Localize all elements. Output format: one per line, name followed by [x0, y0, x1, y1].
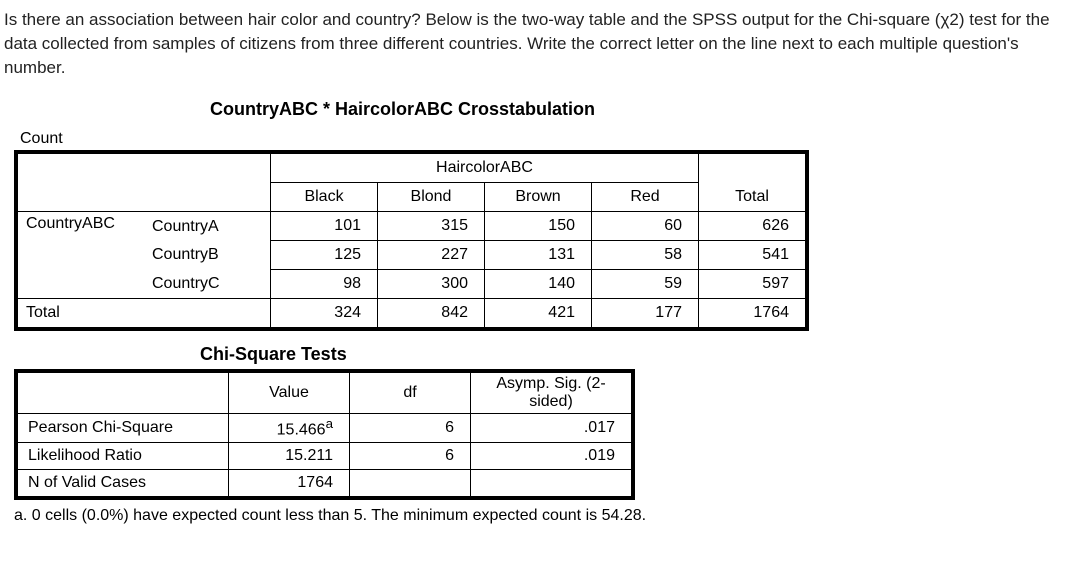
cell: 131: [485, 241, 592, 270]
grand-total: 1764: [699, 299, 806, 328]
count-label: Count: [20, 130, 1081, 148]
chi-title: Chi-Square Tests: [200, 344, 1081, 365]
crosstab-title: CountryABC * HaircolorABC Crosstabulatio…: [210, 99, 1081, 120]
crosstab-section: CountryABC * HaircolorABC Crosstabulatio…: [0, 99, 1081, 524]
col-total-val: 842: [378, 299, 485, 328]
col-total-val: 324: [271, 299, 378, 328]
row-total: 597: [699, 270, 806, 299]
cell: 101: [271, 212, 378, 241]
chi-h-sig: Asymp. Sig. (2-sided): [471, 373, 632, 414]
cell: 315: [378, 212, 485, 241]
chi-df: [350, 469, 471, 496]
crosstab-stub-blank: [18, 154, 145, 212]
chi-row-label: Likelihood Ratio: [18, 442, 229, 469]
chi-h-df: df: [350, 373, 471, 414]
chi-sig: .017: [471, 414, 632, 442]
chi-sig: .019: [471, 442, 632, 469]
cell: 140: [485, 270, 592, 299]
crosstab-colvar: HaircolorABC: [271, 154, 699, 183]
chi-sig: [471, 469, 632, 496]
chi-val: 15.211: [229, 442, 350, 469]
col-total-val: 177: [592, 299, 699, 328]
chi-footnote: a. 0 cells (0.0%) have expected count le…: [14, 507, 654, 525]
chi-val: 15.466a: [229, 414, 350, 442]
question-intro: Is there an association between hair col…: [0, 0, 1081, 89]
chi-df: 6: [350, 442, 471, 469]
total-row-label: Total: [18, 299, 271, 328]
cell: 227: [378, 241, 485, 270]
cell: 60: [592, 212, 699, 241]
chi-df: 6: [350, 414, 471, 442]
cell: 150: [485, 212, 592, 241]
col-red: Red: [592, 183, 699, 212]
cell: 125: [271, 241, 378, 270]
row-total: 541: [699, 241, 806, 270]
cell: 98: [271, 270, 378, 299]
chi-row-label: N of Valid Cases: [18, 469, 229, 496]
chi-row-label: Pearson Chi-Square: [18, 414, 229, 442]
crosstab-total-blank: [699, 154, 806, 183]
row-total: 626: [699, 212, 806, 241]
row-var: CountryABC: [18, 212, 145, 299]
col-total: Total: [699, 183, 806, 212]
crosstab-table: HaircolorABC Black Blond Brown Red Total…: [17, 153, 806, 328]
chi-square-table: Value df Asymp. Sig. (2-sided) Pearson C…: [17, 372, 632, 496]
col-blond: Blond: [378, 183, 485, 212]
chi-val: 1764: [229, 469, 350, 496]
cell: 300: [378, 270, 485, 299]
row-b-label: CountryB: [144, 241, 271, 270]
cell: 58: [592, 241, 699, 270]
row-c-label: CountryC: [144, 270, 271, 299]
col-total-val: 421: [485, 299, 592, 328]
crosstab-stub-blank2: [144, 154, 271, 212]
col-brown: Brown: [485, 183, 592, 212]
cell: 59: [592, 270, 699, 299]
chi-blank: [18, 373, 229, 414]
chi-h-value: Value: [229, 373, 350, 414]
col-black: Black: [271, 183, 378, 212]
row-a-label: CountryA: [144, 212, 271, 241]
